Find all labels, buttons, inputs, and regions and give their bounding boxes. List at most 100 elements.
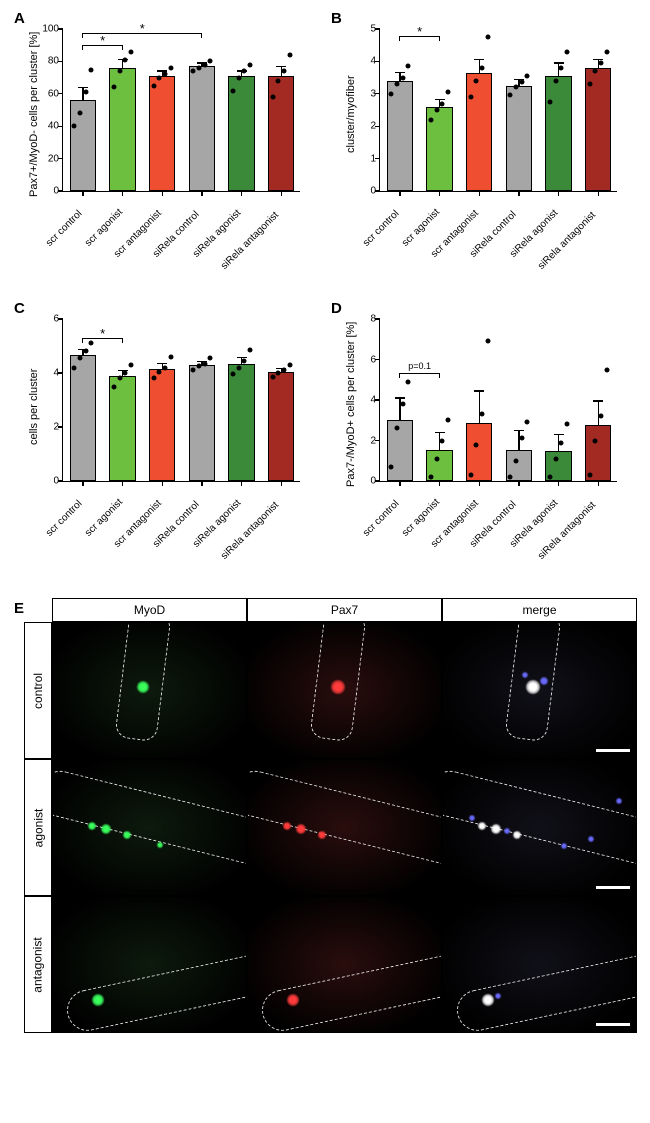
sig-drop (122, 338, 123, 343)
figure-root: A 020406080100**Pax7+/MyoD- cells per cl… (0, 0, 650, 1041)
panel-c-label: C (14, 300, 25, 317)
ytick-label: 4 (370, 56, 380, 67)
cell-control-pax7 (247, 622, 442, 759)
data-point (485, 35, 490, 40)
data-point (394, 82, 399, 87)
row-control: control (24, 622, 642, 759)
data-point (400, 75, 405, 80)
errorcap (395, 397, 405, 398)
xtick (399, 481, 400, 486)
errorcap (78, 87, 88, 88)
data-point (89, 67, 94, 72)
signal-blob (513, 831, 521, 839)
xtick (439, 481, 440, 486)
cell-agonist-merge (442, 759, 637, 896)
data-point (248, 348, 253, 353)
errorcap (435, 99, 445, 100)
xtick (518, 481, 519, 486)
data-point (123, 57, 128, 62)
xtick (201, 481, 202, 486)
ytick-label: 2 (370, 121, 380, 132)
data-point (230, 372, 235, 377)
xtick (479, 481, 480, 486)
bar-siRela_antagonist (268, 76, 294, 191)
data-point (236, 365, 241, 370)
errorcap (554, 434, 564, 435)
data-point (587, 472, 592, 477)
ytick-label: 0 (53, 186, 63, 197)
signal-blob (522, 672, 528, 678)
data-point (191, 69, 196, 74)
ytick-label: 20 (48, 153, 63, 164)
rowlabel-control: control (24, 622, 52, 759)
data-point (77, 111, 82, 116)
scale-bar (596, 1023, 630, 1026)
scale-bar (596, 886, 630, 889)
sig-label: p=0.1 (408, 361, 431, 371)
xtick (82, 481, 83, 486)
bar-scr_control (387, 420, 413, 481)
data-point (525, 73, 530, 78)
ytick-label: 0 (370, 186, 380, 197)
xtick (281, 481, 282, 486)
xtick (162, 481, 163, 486)
data-point (519, 80, 524, 85)
errorcap (514, 430, 524, 431)
cell-antagonist-myod (52, 896, 247, 1033)
ytick-label: 6 (53, 314, 63, 325)
data-point (151, 83, 156, 88)
data-point (559, 65, 564, 70)
ytick-label: 100 (42, 24, 63, 35)
col-pax7: Pax7 (247, 598, 442, 622)
data-point (196, 364, 201, 369)
data-point (389, 464, 394, 469)
xtick (122, 481, 123, 486)
data-point (468, 95, 473, 100)
row-ab: A 020406080100**Pax7+/MyoD- cells per cl… (8, 8, 642, 298)
sig-label: * (100, 33, 105, 48)
data-point (440, 438, 445, 443)
xtick (82, 191, 83, 196)
errorbar (479, 391, 480, 423)
signal-blob (88, 822, 96, 830)
xtick (241, 191, 242, 196)
data-point (553, 456, 558, 461)
signal-blob (101, 824, 111, 834)
data-point (123, 371, 128, 376)
ytick-label: 80 (48, 56, 63, 67)
panel-d: D 02468p=0.1Pax7-/MyoD+ cells per cluste… (325, 298, 642, 588)
bar-siRela_control (506, 86, 532, 191)
data-point (547, 99, 552, 104)
data-point (230, 88, 235, 93)
data-point (599, 414, 604, 419)
errorcap (395, 72, 405, 73)
panel-b-ylabel: cluster/myofiber (345, 75, 357, 153)
data-point (547, 474, 552, 479)
xlabel: scr agonist (83, 207, 125, 249)
bar-scr_antagonist (466, 73, 492, 191)
bar-siRela_agonist (228, 76, 254, 191)
data-point (72, 365, 77, 370)
data-point (163, 365, 168, 370)
data-point (604, 367, 609, 372)
data-point (89, 341, 94, 346)
data-point (77, 356, 82, 361)
signal-blob (616, 798, 622, 804)
col-myod: MyoD (52, 598, 247, 622)
errorcap (157, 363, 167, 364)
signal-blob (123, 831, 131, 839)
data-point (593, 69, 598, 74)
bar-scr_agonist (109, 376, 135, 481)
data-point (191, 368, 196, 373)
data-point (508, 474, 513, 479)
data-point (276, 78, 281, 83)
bar-scr_antagonist (149, 76, 175, 191)
cell-agonist-myod (52, 759, 247, 896)
data-point (480, 412, 485, 417)
xtick (439, 191, 440, 196)
sig-drop (399, 373, 400, 378)
panel-d-plot: 02468p=0.1 (379, 320, 617, 482)
data-point (83, 349, 88, 354)
signal-blob (92, 994, 104, 1006)
signal-blob (318, 831, 326, 839)
